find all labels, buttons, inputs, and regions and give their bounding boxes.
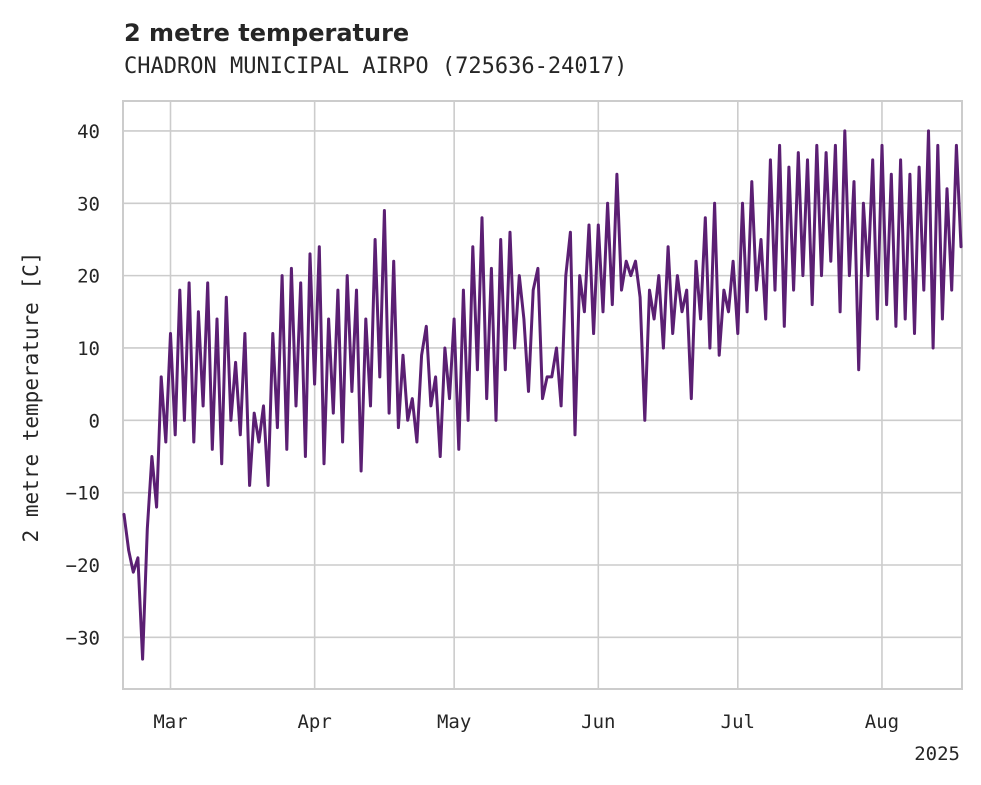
series-layer (122, 129, 963, 661)
y-axis-label: 2 metre temperature [C] (19, 252, 43, 543)
chart-subtitle: CHADRON MUNICIPAL AIRPO (725636-24017) (124, 54, 627, 79)
x-tick-label: Jun (581, 711, 615, 733)
x-tick-label: May (437, 711, 471, 733)
x-tick-label: Apr (297, 711, 331, 733)
x-axis: Mar Apr May Jun Jul Aug (153, 711, 899, 733)
y-tick-label: −20 (66, 555, 100, 577)
temperature-line (122, 129, 963, 661)
gridlines (124, 102, 961, 688)
y-tick-label: 10 (77, 338, 100, 360)
y-tick-label: 0 (89, 410, 100, 432)
x-tick-label: Aug (865, 711, 899, 733)
y-tick-label: −10 (66, 483, 100, 505)
x-tick-label: Jul (721, 711, 755, 733)
x-tick-label: Mar (153, 711, 187, 733)
y-axis: 40 30 20 10 0 −10 −20 −30 (66, 121, 100, 649)
plot-frame (122, 100, 963, 690)
y-tick-label: 20 (77, 266, 100, 288)
y-tick-label: 30 (77, 193, 100, 215)
x-axis-offset-label: 2025 (914, 743, 960, 765)
y-tick-label: −30 (66, 627, 100, 649)
y-tick-label: 40 (77, 121, 100, 143)
chart-title: 2 metre temperature (124, 19, 409, 47)
